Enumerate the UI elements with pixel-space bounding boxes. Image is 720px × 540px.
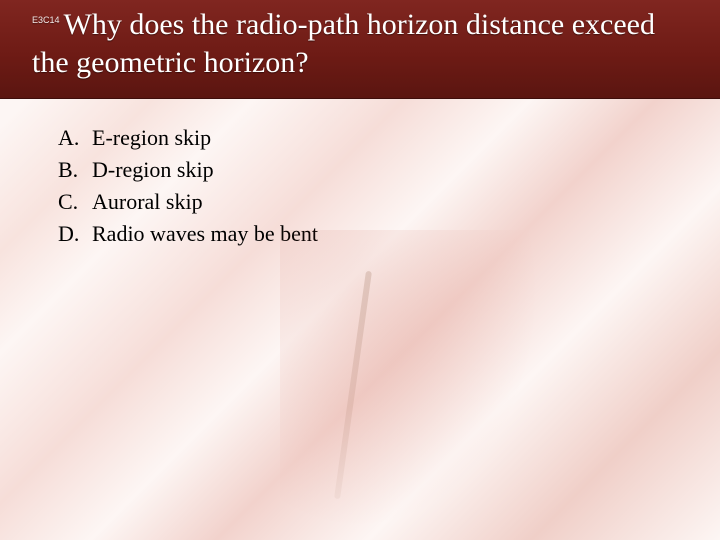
option-letter: B. <box>58 157 92 183</box>
option-text: Radio waves may be bent <box>92 221 680 247</box>
option-letter: A. <box>58 125 92 151</box>
option-row: B. D-region skip <box>58 157 680 183</box>
question-text-line: E3C14Why does the radio-path horizon dis… <box>32 8 655 79</box>
option-letter: C. <box>58 189 92 215</box>
option-row: D. Radio waves may be bent <box>58 221 680 247</box>
option-letter: D. <box>58 221 92 247</box>
option-row: A. E-region skip <box>58 125 680 151</box>
option-text: D-region skip <box>92 157 680 183</box>
options-list: A. E-region skip B. D-region skip C. Aur… <box>0 99 720 247</box>
question-header: E3C14Why does the radio-path horizon dis… <box>0 0 720 99</box>
question-code: E3C14 <box>32 15 60 25</box>
background-flag-accent <box>280 230 540 530</box>
option-row: C. Auroral skip <box>58 189 680 215</box>
question-text: Why does the radio-path horizon distance… <box>32 8 655 79</box>
option-text: E-region skip <box>92 125 680 151</box>
option-text: Auroral skip <box>92 189 680 215</box>
